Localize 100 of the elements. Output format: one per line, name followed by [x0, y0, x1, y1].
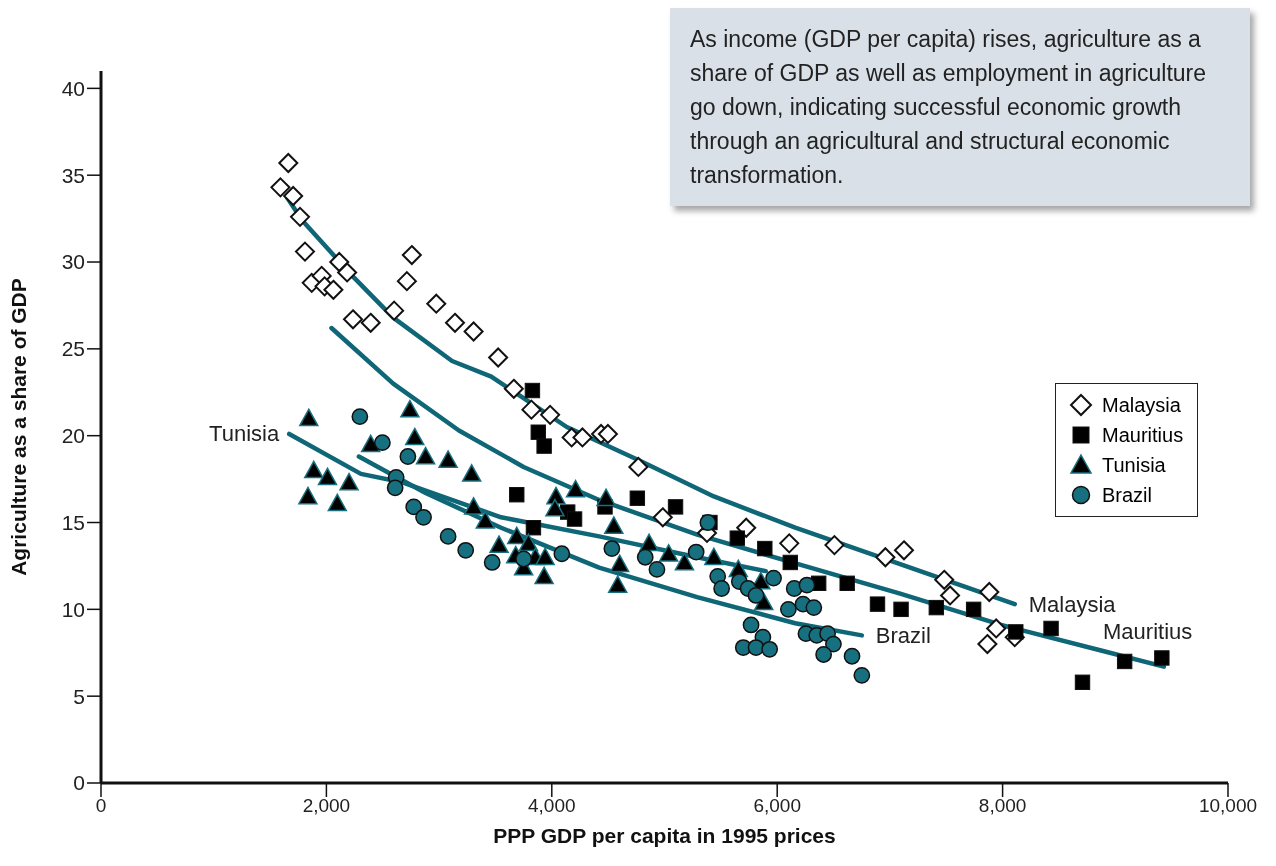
point [893, 540, 914, 561]
y-tick-label: 25 [61, 337, 85, 361]
point [518, 533, 539, 552]
y-tick-label: 5 [73, 684, 85, 708]
point [652, 507, 673, 528]
point [386, 479, 404, 497]
point [977, 634, 998, 655]
point [629, 490, 646, 506]
point [667, 499, 684, 515]
point [525, 520, 542, 536]
point [765, 569, 782, 587]
y-tick-label: 0 [73, 771, 85, 795]
point [825, 635, 842, 653]
point [1074, 674, 1091, 690]
point [343, 309, 363, 330]
point [853, 666, 871, 684]
annotation: Tunisia [209, 421, 280, 447]
point [798, 576, 816, 594]
point [515, 550, 533, 568]
point [483, 554, 501, 571]
point [545, 498, 565, 517]
point [658, 544, 679, 562]
point [426, 293, 447, 314]
point [713, 580, 731, 597]
point [475, 511, 496, 529]
point [875, 547, 896, 568]
point [438, 450, 458, 468]
point [572, 427, 593, 448]
point [540, 404, 561, 425]
point [1116, 653, 1133, 670]
point [374, 434, 391, 452]
point [986, 618, 1007, 639]
point [323, 279, 344, 300]
point [384, 300, 405, 321]
point [327, 493, 348, 512]
point [934, 569, 955, 590]
point [294, 241, 315, 262]
point [534, 566, 554, 585]
annotation: Mauritius [1103, 618, 1193, 644]
point [1043, 620, 1059, 637]
point [869, 596, 886, 612]
point [405, 498, 423, 516]
point [507, 526, 527, 545]
x-tick-label: 10,000 [1198, 795, 1258, 817]
point [270, 177, 291, 198]
y-tick-label: 20 [61, 424, 85, 448]
point [329, 252, 350, 273]
point [805, 599, 823, 617]
point [536, 438, 552, 454]
point [604, 516, 624, 534]
point [488, 347, 509, 368]
x-tick-label: 2,000 [302, 795, 351, 817]
point [782, 554, 798, 571]
point [928, 599, 945, 616]
point [521, 399, 542, 420]
point [566, 511, 583, 527]
point [742, 616, 760, 634]
point [597, 423, 618, 444]
point [278, 153, 299, 174]
point [299, 408, 319, 427]
point [1154, 650, 1170, 666]
point [893, 601, 909, 618]
x-tick-label: 4,000 [528, 795, 576, 817]
legend-label: Mauritius [1102, 423, 1184, 447]
point [565, 479, 586, 498]
point [415, 446, 436, 465]
point [779, 533, 800, 554]
point [747, 587, 765, 604]
annotation: Malaysia [1028, 591, 1117, 617]
point [396, 271, 417, 292]
legend-label: Malaysia [1102, 393, 1181, 417]
point [704, 547, 724, 566]
point [757, 540, 773, 557]
y-tick-label: 40 [61, 76, 85, 100]
x-tick-label: 6,000 [753, 795, 801, 817]
point [283, 186, 304, 207]
point [535, 547, 555, 566]
point [965, 601, 982, 618]
point [674, 552, 695, 571]
point [461, 464, 482, 482]
y-tick-label: 30 [61, 250, 85, 274]
annotation: As income (GDP per capita) rises, agriculture as a share of GDP as well as employment in agriculture go down, indicating successful economic growth through an agricultural and structural economic transformation. [670, 8, 1250, 206]
point [839, 575, 855, 591]
point [553, 545, 571, 563]
point [815, 646, 833, 663]
point [463, 321, 484, 342]
point [351, 408, 369, 425]
point [298, 486, 318, 505]
point [317, 467, 338, 486]
point [400, 399, 420, 418]
point [940, 585, 961, 606]
point [337, 262, 358, 283]
point [979, 581, 1000, 602]
x-tick-label: 0 [95, 795, 107, 817]
point [843, 647, 861, 665]
point [524, 382, 541, 399]
y-tick-label: 15 [61, 510, 85, 534]
point [1008, 624, 1024, 640]
point [457, 541, 475, 559]
point [405, 427, 425, 446]
